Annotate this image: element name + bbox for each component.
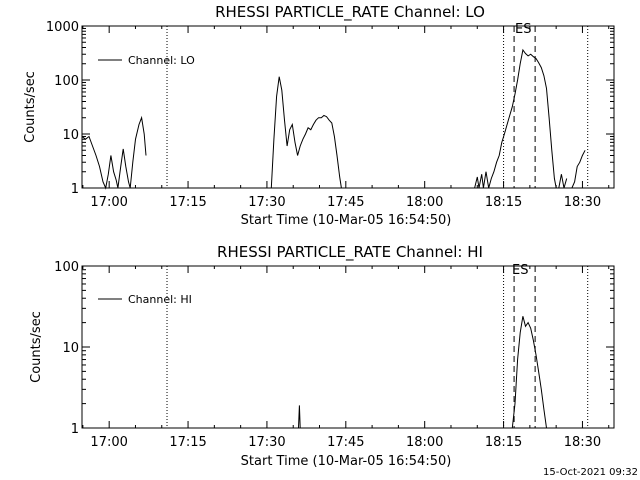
y-tick-label: 1 — [71, 182, 79, 197]
rate-line-segment — [270, 76, 342, 189]
x-tick-label: 18:15 — [485, 435, 522, 450]
x-tick-label: 17:00 — [90, 435, 127, 450]
y-axis-label-hi: Counts/sec — [29, 311, 44, 383]
x-axis-label-hi: Start Time (10-Mar-05 16:54:50) — [241, 454, 452, 469]
x-tick-label: 18:30 — [564, 435, 601, 450]
marker-lines-hi — [166, 266, 589, 428]
x-tick-label: 18:15 — [485, 195, 522, 210]
x-tick-label: 18:00 — [406, 435, 443, 450]
rate-line-segment — [81, 115, 147, 190]
rate-line-segment — [511, 316, 547, 429]
y-tick-label: 1 — [71, 422, 79, 437]
y-tick-label: 1000 — [46, 20, 79, 35]
plot-frame-lo — [81, 25, 615, 189]
rate-line-segment — [571, 150, 586, 189]
y-tick-label: 100 — [54, 260, 79, 275]
x-tick-label: 17:30 — [248, 195, 285, 210]
x-axis-label-lo: Start Time (10-Mar-05 16:54:50) — [241, 213, 452, 228]
marker-lines-lo — [166, 26, 589, 188]
y-tick-label: 100 — [54, 74, 79, 89]
x-tick-label: 17:45 — [327, 435, 364, 450]
rate-line-segment — [558, 174, 568, 189]
series-hi — [298, 316, 547, 429]
legend-label-hi: Channel: HI — [128, 293, 192, 306]
rate-line-segment — [298, 405, 301, 429]
ticks-lo: 17:00 17:15 17:30 17:45 18:00 18:15 18:30 1 10 10… — [46, 20, 614, 210]
footer-timestamp: 15-Oct-2021 09:32 — [543, 467, 638, 478]
es-annotation-hi: ES — [512, 263, 528, 278]
rate-line-segment — [474, 48, 557, 189]
panel-hi: RHESSI PARTICLE_RATE Channel: HI Counts/… — [29, 243, 615, 469]
x-tick-label: 17:00 — [90, 195, 127, 210]
y-axis-label-lo: Counts/sec — [23, 71, 38, 143]
x-tick-label: 17:45 — [327, 195, 364, 210]
chart-title-hi: RHESSI PARTICLE_RATE Channel: HI — [217, 243, 483, 262]
x-tick-label: 18:30 — [564, 195, 601, 210]
es-annotation-lo: ES — [515, 22, 531, 37]
x-tick-label: 18:00 — [406, 195, 443, 210]
x-tick-label: 17:15 — [169, 195, 206, 210]
x-tick-label: 17:30 — [248, 435, 285, 450]
y-tick-label: 10 — [62, 128, 79, 143]
series-lo — [81, 48, 586, 190]
ticks-hi: 17:00 17:15 17:30 17:45 18:00 18:15 18:30 1 10 10… — [54, 260, 614, 450]
x-tick-label: 17:15 — [169, 435, 206, 450]
panel-lo: RHESSI PARTICLE_RATE Channel: LO Counts/… — [23, 3, 615, 228]
legend-label-lo: Channel: LO — [128, 54, 195, 67]
chart-title-lo: RHESSI PARTICLE_RATE Channel: LO — [215, 3, 485, 22]
y-tick-label: 10 — [62, 341, 79, 356]
